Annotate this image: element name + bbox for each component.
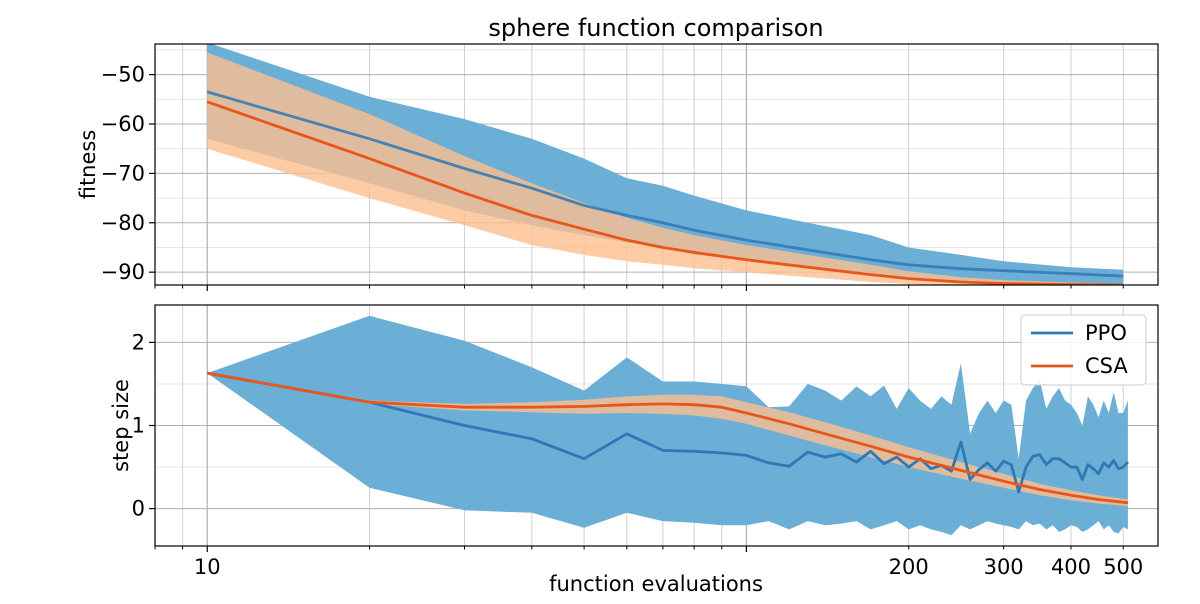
x-tick-label: 10 [194,555,221,579]
y-tick-label: 2 [132,330,145,354]
legend: PPO CSA [1020,314,1147,386]
y-tick-label: 0 [132,497,145,521]
series-line-ppo [206,371,1129,494]
series-line-csa [206,371,1129,505]
plot-area [206,44,1124,285]
x-axis-label: function evaluations [549,572,763,596]
x-tick-label: 400 [1051,555,1091,579]
x-tick-label: 300 [984,555,1024,579]
y-tick-label: 1 [132,414,145,438]
chart-title: sphere function comparison [488,14,823,42]
x-tick-label: 500 [1103,555,1143,579]
y-tick-label: −70 [101,161,145,185]
y-axis-label: fitness [76,130,100,200]
band-csa [207,52,1124,285]
series-line-csa [206,100,1124,285]
y-tick-label: −50 [101,63,145,87]
y-tick-label: −60 [101,112,145,136]
y-axis-label: step size [109,379,133,472]
band-ppo [207,315,1128,536]
fitness-panel: −50 −60 −70 −80 −90 fitness [76,43,1159,291]
step-size-panel: 0 1 2 step size 10 200 300 400 500 PPO CSA [109,304,1159,579]
legend-label-csa: CSA [1085,354,1128,378]
legend-label-ppo: PPO [1085,321,1127,345]
series-line-ppo [206,90,1124,278]
y-tick-label: −90 [101,260,145,284]
plot-area [206,315,1129,536]
axes-frame [154,43,1159,286]
y-tick-label: −80 [101,211,145,235]
x-tick-label: 200 [889,555,929,579]
